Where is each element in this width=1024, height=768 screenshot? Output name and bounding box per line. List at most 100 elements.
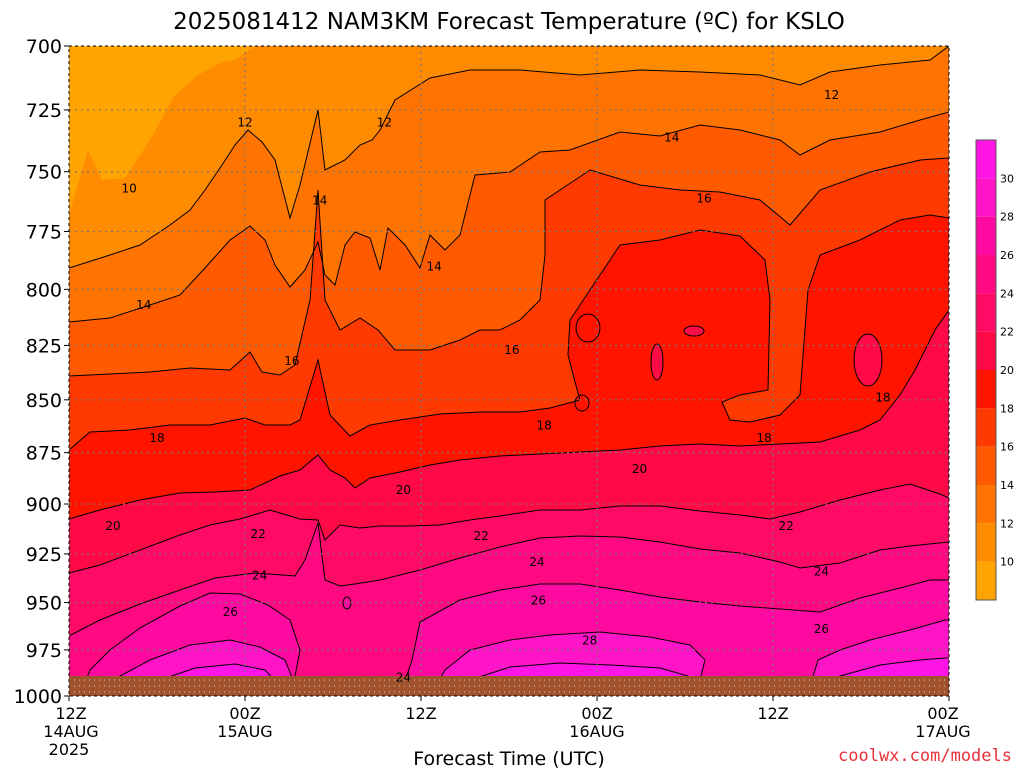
contour-label: 20: [396, 483, 411, 497]
contour-label: 18: [875, 391, 890, 405]
colorbar-swatch: [976, 561, 996, 600]
credit-text: coolwx.com/models: [838, 746, 1012, 766]
colorbar-label: 24: [1000, 287, 1014, 300]
y-tick-label: 925: [26, 544, 62, 566]
x-tick-date: 17AUG: [915, 722, 970, 741]
contour-label: 26: [223, 605, 238, 619]
contour-line: [650, 343, 664, 381]
contour-label: 18: [149, 431, 164, 445]
contour-line: [69, 309, 949, 696]
contour-label: 24: [396, 671, 411, 685]
contour-label: 24: [814, 565, 829, 579]
colorbar-label: 20: [1000, 364, 1014, 377]
contour-label: 12: [237, 115, 252, 129]
contour-line: [69, 157, 949, 696]
x-axis-label: Forecast Time (UTC): [413, 748, 604, 768]
contour-label: 26: [814, 622, 829, 636]
grid-lines: [69, 46, 949, 696]
colorbar-swatch: [976, 370, 996, 409]
x-tick-label: 12Z: [55, 704, 86, 723]
colorbar-label: 30: [1000, 172, 1014, 185]
y-tick-label: 900: [26, 494, 62, 516]
colorbar-label: 16: [1000, 441, 1014, 454]
colorbar-label: 22: [1000, 326, 1014, 339]
y-tick-label: 850: [26, 390, 62, 412]
x-tick-label: 12Z: [757, 704, 788, 723]
small-warm-pocket: [575, 395, 589, 411]
contour-label: 28: [582, 633, 597, 647]
contour-line: [139, 657, 949, 696]
x-tick-label: 12Z: [405, 704, 436, 723]
y-tick-label: 975: [26, 640, 62, 662]
x-tick-date: 16AUG: [569, 722, 624, 741]
contour-label: 22: [251, 527, 266, 541]
colorbar-swatch: [976, 485, 996, 524]
contour-label: 22: [779, 519, 794, 533]
contour-line: [575, 313, 601, 343]
contour-line: [69, 214, 949, 696]
colorbar-label: 12: [1000, 517, 1014, 530]
x-tick-label: 00Z: [581, 704, 612, 723]
contour-label: 24: [252, 568, 267, 582]
contour-label: 14: [312, 194, 327, 208]
y-tick-label: 1000: [14, 686, 62, 708]
colorbar-swatch: [976, 178, 996, 217]
colorbar-swatch: [976, 523, 996, 562]
contour-label: 22: [473, 529, 488, 543]
contour-lines: [69, 46, 949, 696]
contour-label: 12: [377, 115, 392, 129]
colorbar-swatch: [976, 331, 996, 370]
small-warm-pocket: [651, 344, 663, 380]
x-tick-label: 00Z: [927, 704, 958, 723]
y-tick-label: 950: [26, 593, 62, 615]
small-warm-pocket: [684, 326, 704, 336]
x-tick-year: 2025: [49, 740, 90, 759]
colorbar-frame: [975, 139, 997, 601]
y-tick-label: 875: [26, 443, 62, 465]
colorbar-label: 14: [1000, 479, 1014, 492]
y-tick-label: 700: [26, 36, 62, 58]
colorbar-swatch: [976, 293, 996, 332]
x-tick-label: 00Z: [229, 704, 260, 723]
contour-line: [69, 111, 949, 696]
colorbar-label: 10: [1000, 556, 1014, 569]
y-tick-label: 750: [26, 162, 62, 184]
contour-label: 10: [121, 182, 136, 196]
colorbar-swatch: [976, 140, 996, 179]
contour-label: 26: [531, 594, 546, 608]
contour-label: 20: [632, 462, 647, 476]
y-tick-label: 825: [26, 335, 62, 357]
x-tick-date: 14AUG: [43, 722, 98, 741]
temperature-bands: [69, 46, 949, 696]
contour-line: [79, 579, 949, 696]
contour-line: [69, 522, 949, 696]
contour-label: 18: [757, 431, 772, 445]
small-warm-pocket: [343, 597, 351, 609]
small-warm-pocket: [854, 334, 882, 386]
colorbar: 10 12 14 16 18 20 22 24 26 28 30: [975, 139, 1014, 601]
y-tick-label: 775: [26, 221, 62, 243]
contour-label: 16: [696, 191, 711, 205]
ground-dotted-lines: [69, 679, 949, 693]
colorbar-swatch: [976, 446, 996, 485]
plot-frame: [68, 45, 950, 697]
contour-label: 12: [824, 88, 839, 102]
y-tick-label: 800: [26, 279, 62, 301]
contour-label: 24: [529, 555, 544, 569]
contour-label: 14: [664, 130, 679, 144]
contour-line: [69, 483, 949, 696]
contour-labels: 10 12 12 12 14 14 14 14 16 16 16 18 18 18 18 20 20 20 22 22…: [105, 88, 890, 685]
y-tick-label: 725: [26, 100, 62, 122]
contour-line: [853, 333, 883, 387]
colorbar-swatch: [976, 255, 996, 294]
contour-label: 14: [427, 259, 442, 273]
chart-title: 2025081412 NAM3KM Forecast Temperature (…: [173, 9, 845, 35]
colorbar-label: 28: [1000, 211, 1014, 224]
contour-label: 20: [105, 519, 120, 533]
contour-label: 14: [136, 298, 151, 312]
x-tick-date: 15AUG: [217, 722, 272, 741]
contour-label: 18: [537, 418, 552, 432]
contour-line: [574, 394, 590, 412]
small-warm-pocket: [576, 314, 600, 342]
